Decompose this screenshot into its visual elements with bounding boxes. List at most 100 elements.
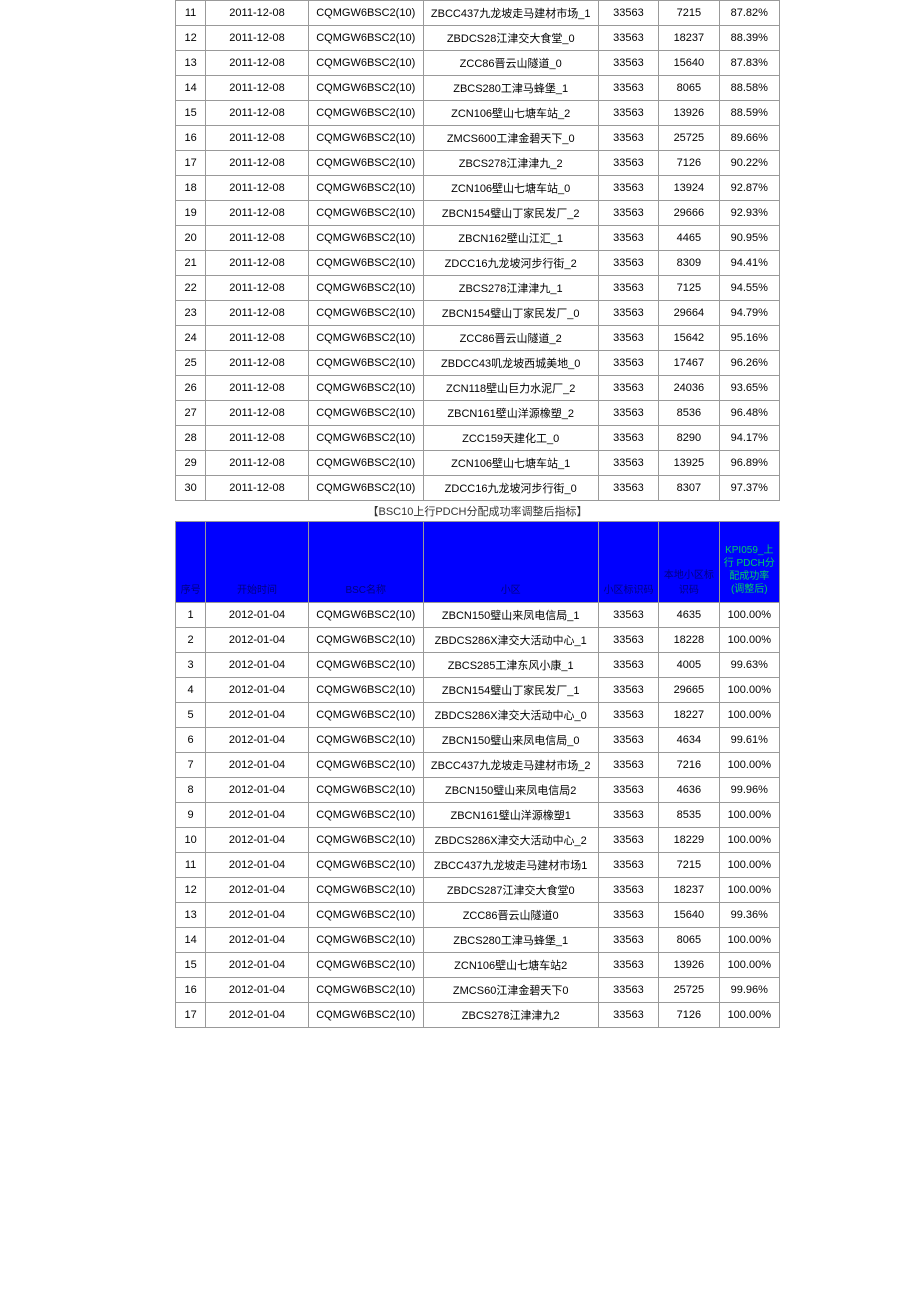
table-cell: 2012-01-04 [206, 778, 309, 803]
table-cell: 94.41% [719, 251, 779, 276]
table-cell: 13926 [659, 101, 719, 126]
table-cell: 24036 [659, 376, 719, 401]
table-cell: 13925 [659, 451, 719, 476]
table-cell: 2011-12-08 [206, 376, 309, 401]
table-cell: 33563 [598, 201, 658, 226]
table-cell: 17 [176, 1003, 206, 1028]
header-ci: 本地小区标识码 [659, 522, 719, 603]
table-cell: 7216 [659, 753, 719, 778]
table2-body: 12012-01-04CQMGW6BSC2(10)ZBCN150璧山来凤电信局_… [176, 603, 780, 1028]
table-cell: ZBCN161璧山洋源橡塑1 [423, 803, 598, 828]
header-seq: 序号 [176, 522, 206, 603]
table-cell: 7126 [659, 151, 719, 176]
table-cell: 2012-01-04 [206, 953, 309, 978]
table-row: 192011-12-08CQMGW6BSC2(10)ZBCN154璧山丁家民发厂… [176, 201, 780, 226]
table-cell: 88.59% [719, 101, 779, 126]
table-cell: 33563 [598, 803, 658, 828]
table-cell: 8290 [659, 426, 719, 451]
table-cell: 8307 [659, 476, 719, 501]
table-cell: 100.00% [719, 1003, 779, 1028]
table-row: 152012-01-04CQMGW6BSC2(10)ZCN106壁山七塘车站23… [176, 953, 780, 978]
table-cell: 33563 [598, 628, 658, 653]
table-cell: 2 [176, 628, 206, 653]
table-cell: CQMGW6BSC2(10) [308, 451, 423, 476]
table-cell: 33563 [598, 176, 658, 201]
table-row: 62012-01-04CQMGW6BSC2(10)ZBCN150璧山来凤电信局_… [176, 728, 780, 753]
table-cell: 12 [176, 878, 206, 903]
table-cell: 2011-12-08 [206, 176, 309, 201]
table-cell: CQMGW6BSC2(10) [308, 678, 423, 703]
table-row: 202011-12-08CQMGW6BSC2(10)ZBCN162壁山江汇_13… [176, 226, 780, 251]
table-cell: CQMGW6BSC2(10) [308, 853, 423, 878]
table-row: 142012-01-04CQMGW6BSC2(10)ZBCS280工津马蜂堡_1… [176, 928, 780, 953]
table-cell: ZBCC437九龙坡走马建材市场_1 [423, 1, 598, 26]
table-cell: ZBDCS287江津交大食堂0 [423, 878, 598, 903]
table-cell: 18229 [659, 828, 719, 853]
table-cell: 15642 [659, 326, 719, 351]
table-cell: 11 [176, 1, 206, 26]
table-cell: 3 [176, 653, 206, 678]
table-cell: 2011-12-08 [206, 151, 309, 176]
table-cell: 18227 [659, 703, 719, 728]
table-cell: ZBCS278江津津九_1 [423, 276, 598, 301]
table-cell: 7 [176, 753, 206, 778]
table-cell: 33563 [598, 151, 658, 176]
table-cell: ZCN118壁山巨力水泥厂_2 [423, 376, 598, 401]
table-cell: 33563 [598, 26, 658, 51]
table-cell: 7215 [659, 1, 719, 26]
table-cell: 33563 [598, 978, 658, 1003]
table-cell: ZBCS280工津马蜂堡_1 [423, 76, 598, 101]
table-cell: CQMGW6BSC2(10) [308, 301, 423, 326]
table-cell: 20 [176, 226, 206, 251]
table-cell: CQMGW6BSC2(10) [308, 126, 423, 151]
header-date: 开始时间 [206, 522, 309, 603]
table-cell: ZMCS600工津金碧天下_0 [423, 126, 598, 151]
table-cell: CQMGW6BSC2(10) [308, 26, 423, 51]
table-cell: 2011-12-08 [206, 126, 309, 151]
table-cell: 27 [176, 401, 206, 426]
table-cell: ZCN106壁山七塘车站_1 [423, 451, 598, 476]
table-row: 262011-12-08CQMGW6BSC2(10)ZCN118壁山巨力水泥厂_… [176, 376, 780, 401]
table-cell: CQMGW6BSC2(10) [308, 151, 423, 176]
table-cell: 33563 [598, 401, 658, 426]
table-cell: 7125 [659, 276, 719, 301]
table-cell: ZBCS285工津东风小康_1 [423, 653, 598, 678]
table-cell: 5 [176, 703, 206, 728]
table-cell: ZDCC16九龙坡河步行街_0 [423, 476, 598, 501]
table-cell: 93.65% [719, 376, 779, 401]
table-cell: 33563 [598, 276, 658, 301]
table-caption: 【BSC10上行PDCH分配成功率调整后指标】 [175, 501, 780, 521]
table-row: 102012-01-04CQMGW6BSC2(10)ZBDCS286X津交大活动… [176, 828, 780, 853]
table-cell: 8536 [659, 401, 719, 426]
table-cell: 16 [176, 126, 206, 151]
table-row: 222011-12-08CQMGW6BSC2(10)ZBCS278江津津九_13… [176, 276, 780, 301]
table-cell: 2012-01-04 [206, 1003, 309, 1028]
table-cell: 17 [176, 151, 206, 176]
table-cell: 100.00% [719, 753, 779, 778]
table-row: 122012-01-04CQMGW6BSC2(10)ZBDCS287江津交大食堂… [176, 878, 780, 903]
table-cell: 25725 [659, 978, 719, 1003]
table-cell: 94.55% [719, 276, 779, 301]
table-cell: 2011-12-08 [206, 476, 309, 501]
table-row: 92012-01-04CQMGW6BSC2(10)ZBCN161璧山洋源橡塑13… [176, 803, 780, 828]
table-cell: ZBCN154璧山丁家民发厂_2 [423, 201, 598, 226]
table-cell: 33563 [598, 476, 658, 501]
table-cell: 30 [176, 476, 206, 501]
table-cell: 14 [176, 76, 206, 101]
table-cell: 33563 [598, 126, 658, 151]
table-cell: 17467 [659, 351, 719, 376]
table-cell: 99.63% [719, 653, 779, 678]
table-cell: 100.00% [719, 603, 779, 628]
table-cell: 33563 [598, 251, 658, 276]
table-cell: 19 [176, 201, 206, 226]
table-cell: CQMGW6BSC2(10) [308, 326, 423, 351]
table-cell: 88.58% [719, 76, 779, 101]
table-row: 12012-01-04CQMGW6BSC2(10)ZBCN150璧山来凤电信局_… [176, 603, 780, 628]
table-cell: 2012-01-04 [206, 903, 309, 928]
table-cell: 2012-01-04 [206, 803, 309, 828]
table-cell: 2011-12-08 [206, 451, 309, 476]
table-cell: ZBCN161壁山洋源橡塑_2 [423, 401, 598, 426]
table-cell: CQMGW6BSC2(10) [308, 1003, 423, 1028]
table-cell: 4634 [659, 728, 719, 753]
table-cell: CQMGW6BSC2(10) [308, 51, 423, 76]
